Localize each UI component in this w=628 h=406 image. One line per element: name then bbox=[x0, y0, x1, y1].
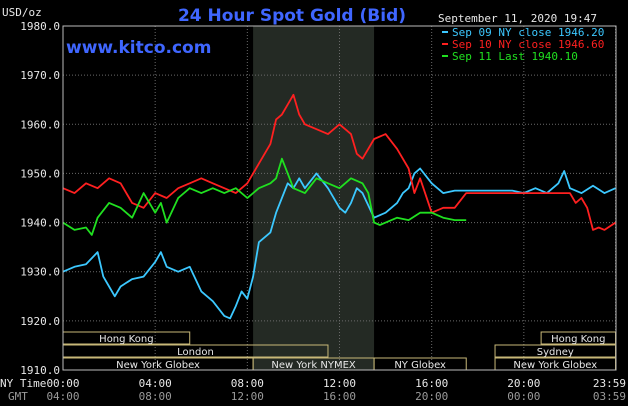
legend-entry: Sep 10 NY close 1946.60 bbox=[452, 38, 604, 51]
y-tick-label: 1950.0 bbox=[20, 167, 60, 180]
y-tick-label: 1910.0 bbox=[20, 364, 60, 377]
x-tick-gmt: 20:00 bbox=[415, 390, 448, 403]
y-axis-label: USD/oz bbox=[2, 6, 42, 19]
x-tick-gmt: 03:59 bbox=[593, 390, 626, 403]
session-label: New York Globex bbox=[116, 360, 200, 371]
session-label: London bbox=[177, 347, 214, 358]
chart-title: 24 Hour Spot Gold (Bid) bbox=[178, 6, 406, 26]
date-label: September 11, 2020 19:47 bbox=[438, 12, 597, 25]
session-label: Hong Kong bbox=[551, 334, 605, 345]
legend-entry: Sep 11 Last 1940.10 bbox=[452, 50, 578, 63]
x-tick-ny: 04:00 bbox=[139, 377, 172, 390]
series-line bbox=[62, 93, 616, 231]
y-tick-label: 1980.0 bbox=[20, 20, 60, 33]
x-tick-gmt: 16:00 bbox=[323, 390, 356, 403]
y-tick-label: 1970.0 bbox=[20, 69, 60, 82]
legend-entry: Sep 09 NY close 1946.20 bbox=[452, 26, 604, 39]
y-tick-label: 1960.0 bbox=[20, 118, 60, 131]
x-tick-ny: 23:59 bbox=[593, 377, 626, 390]
gmt-label: GMT bbox=[8, 390, 28, 403]
session-label: New York NYMEX bbox=[271, 360, 356, 371]
trading-sessions: Hong Kong London New York Globex New York N… bbox=[62, 331, 617, 371]
x-axis-ticks: 00:0004:0004:0008:0008:0012:0012:0016:00… bbox=[46, 377, 626, 403]
x-tick-gmt: 00:00 bbox=[507, 390, 540, 403]
y-axis-ticks: 1980.0 1970.0 1960.0 1950.0 1940.0 1930.0 1920… bbox=[20, 20, 60, 377]
ny-time-label: NY Time bbox=[0, 377, 46, 390]
y-tick-label: 1920.0 bbox=[20, 315, 60, 328]
series-line bbox=[62, 157, 467, 236]
x-tick-gmt: 04:00 bbox=[46, 390, 79, 403]
y-tick-label: 1940.0 bbox=[20, 217, 60, 230]
kitco-watermark: www.kitco.com bbox=[66, 38, 211, 58]
x-tick-ny: 00:00 bbox=[46, 377, 79, 390]
x-tick-ny: 20:00 bbox=[507, 377, 540, 390]
session-label: New York Globex bbox=[513, 360, 597, 371]
nymex-highlight-band bbox=[253, 26, 375, 370]
session-label: Hong Kong bbox=[99, 334, 153, 345]
x-tick-gmt: 08:00 bbox=[139, 390, 172, 403]
session-label: Sydney bbox=[537, 347, 574, 358]
x-tick-ny: 12:00 bbox=[323, 377, 356, 390]
price-lines bbox=[62, 93, 616, 320]
plot-border bbox=[62, 25, 617, 371]
y-tick-label: 1930.0 bbox=[20, 266, 60, 279]
x-tick-gmt: 12:00 bbox=[231, 390, 264, 403]
x-tick-ny: 16:00 bbox=[415, 377, 448, 390]
x-tick-ny: 08:00 bbox=[231, 377, 264, 390]
series-line bbox=[62, 167, 616, 320]
session-label: NY Globex bbox=[394, 360, 446, 371]
